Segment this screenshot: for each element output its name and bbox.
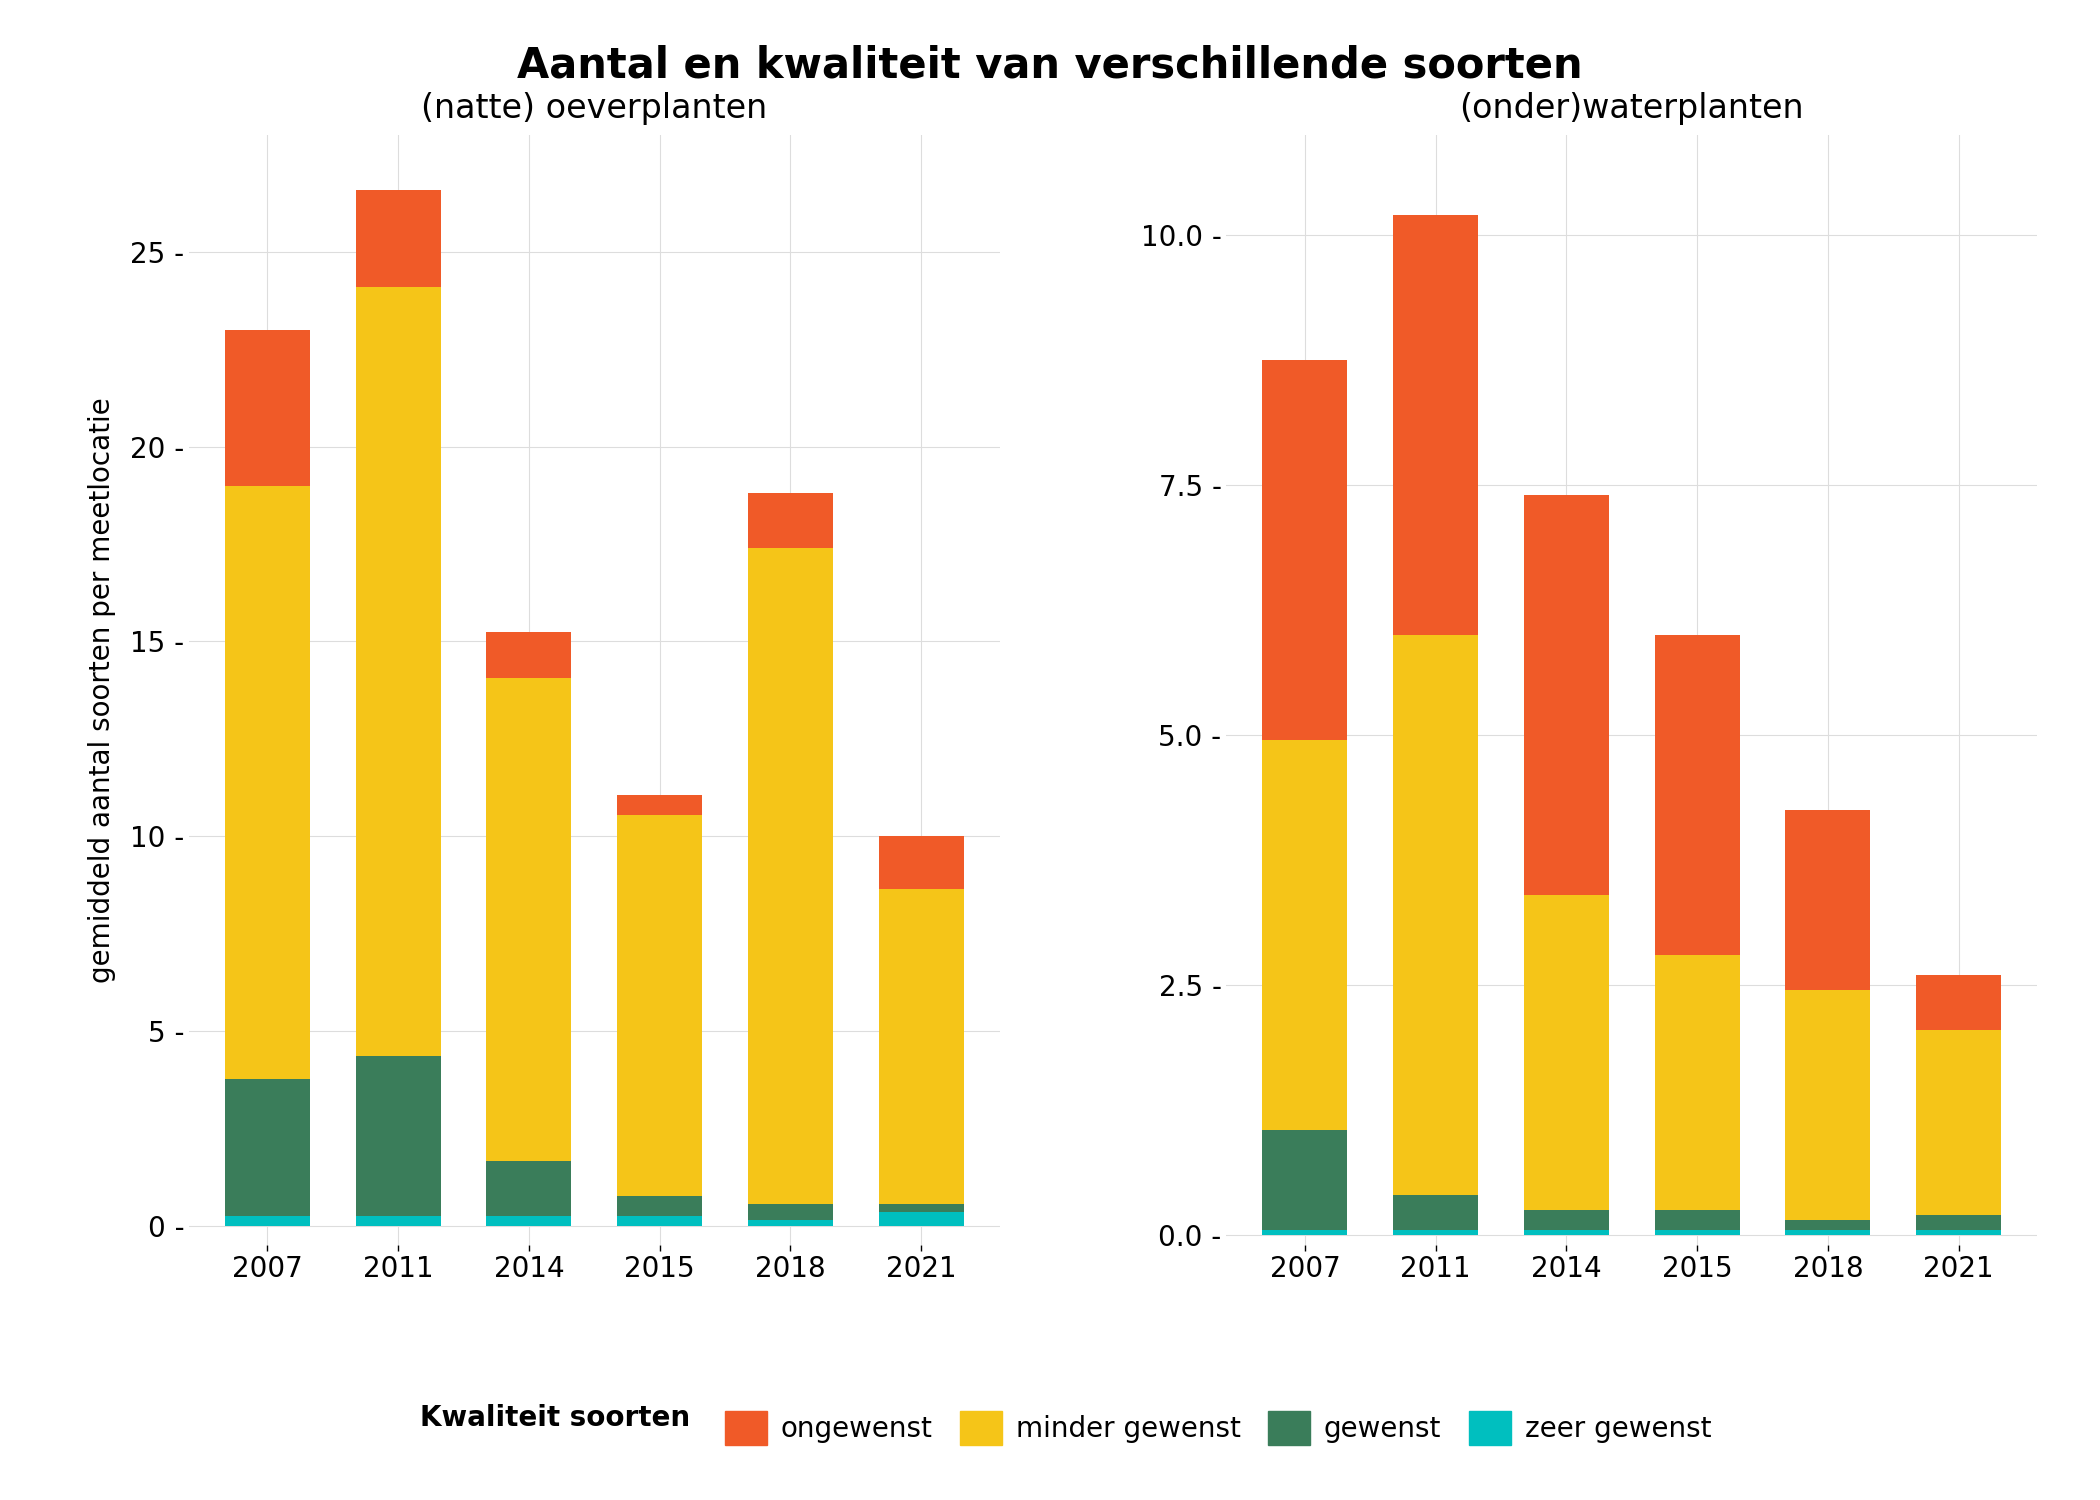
Bar [1392,1230,1478,1234]
Title: (onder)waterplanten: (onder)waterplanten [1460,93,1804,126]
Bar [1392,634,1478,1196]
Bar [878,888,964,1204]
Bar [1525,896,1609,1210]
Bar [1262,1130,1348,1230]
Bar [617,1197,701,1216]
Bar [1915,1215,2001,1230]
Bar [1655,1210,1739,1230]
Bar [355,189,441,286]
Bar [225,1216,311,1225]
Bar [748,494,834,548]
Bar [1915,1030,2001,1215]
Bar [617,795,701,814]
Bar [487,632,571,678]
Bar [748,548,834,1204]
Legend: ongewenst, minder gewenst, gewenst, zeer gewenst: ongewenst, minder gewenst, gewenst, zeer… [714,1400,1722,1456]
Bar [878,1204,964,1212]
Bar [1392,214,1478,634]
Bar [878,836,964,888]
Bar [1785,1230,1871,1234]
Bar [1785,810,1871,990]
Bar [225,1080,311,1216]
Bar [748,1220,834,1226]
Bar [355,286,441,1056]
Bar [1655,634,1739,956]
Bar [1262,360,1348,740]
Bar [1915,975,2001,1030]
Bar [1785,1220,1871,1230]
Bar [355,1056,441,1217]
Bar [487,1161,571,1216]
Y-axis label: gemiddeld aantal soorten per meetlocatie: gemiddeld aantal soorten per meetlocatie [88,398,116,982]
Bar [1262,1230,1348,1234]
Bar [1262,740,1348,1130]
Bar [878,1212,964,1225]
Bar [1655,1230,1739,1234]
Bar [487,678,571,1161]
Bar [1525,495,1609,896]
Bar [1785,990,1871,1219]
Title: (natte) oeverplanten: (natte) oeverplanten [422,93,766,126]
Bar [225,330,311,486]
Bar [1655,956,1739,1210]
Bar [617,1216,701,1225]
Bar [355,1216,441,1225]
Bar [1392,1196,1478,1230]
Bar [487,1216,571,1225]
Bar [1525,1210,1609,1230]
Bar [748,1204,834,1219]
Text: Aantal en kwaliteit van verschillende soorten: Aantal en kwaliteit van verschillende so… [517,45,1583,87]
Bar [617,815,701,1197]
Bar [1525,1230,1609,1234]
Bar [225,486,311,1080]
Text: Kwaliteit soorten: Kwaliteit soorten [420,1404,691,1431]
Bar [1915,1230,2001,1234]
